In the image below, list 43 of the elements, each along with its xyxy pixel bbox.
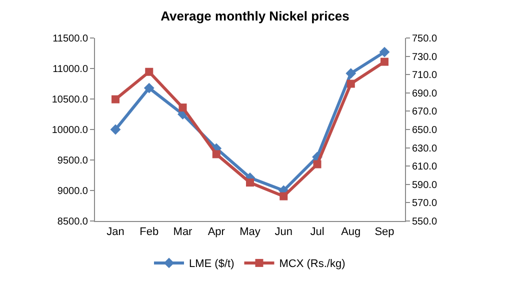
y2-tick-label: 690.0: [412, 88, 438, 100]
x-tick-label: Jun: [274, 226, 293, 238]
y2-tick-label: 650.0: [412, 125, 438, 136]
point: [112, 95, 120, 104]
y-tick-label: 9000.0: [57, 186, 88, 197]
y2-tick-label: 570.0: [412, 198, 438, 210]
y2-tick-label: 610.0: [412, 162, 438, 173]
point: [379, 46, 390, 58]
y2-tick-label: 730.0: [412, 52, 438, 63]
y-tick-label: 10500.0: [52, 94, 88, 106]
y2-tick-label: 590.0: [412, 180, 438, 191]
y-tick-label: 11500.0: [52, 34, 88, 44]
x-tick-label: Mar: [173, 226, 193, 238]
point: [145, 68, 154, 76]
x-tick-label: Apr: [208, 226, 226, 238]
point: [110, 124, 121, 135]
y-tick-label: 10000.0: [52, 125, 88, 136]
legend-label: MCX (Rs./kg): [279, 258, 346, 270]
y-tick-label: 11000.0: [52, 64, 88, 75]
x-tick-label: Jan: [106, 226, 124, 238]
point: [212, 150, 220, 158]
y2-tick-label: 750.0: [412, 34, 438, 44]
point: [346, 68, 356, 79]
point: [144, 82, 154, 94]
x-tick-label: Feb: [140, 226, 159, 238]
x-tick-label: Jul: [310, 226, 324, 238]
y2-tick-label: 550.0: [412, 216, 438, 228]
point: [246, 178, 254, 187]
point: [346, 80, 355, 88]
chart-title: Average monthly Nickel prices: [160, 8, 350, 24]
x-tick-label: Aug: [341, 226, 361, 238]
point: [280, 192, 288, 200]
y2-tick-label: 670.0: [412, 106, 438, 118]
point: [178, 104, 187, 112]
x-tick-label: May: [240, 226, 261, 238]
y2-tick-label: 630.0: [412, 143, 438, 154]
legend-label: LME ($/t): [189, 258, 234, 270]
x-tick-label: Sep: [374, 226, 394, 238]
point: [313, 160, 322, 168]
point: [380, 58, 388, 66]
y-tick-label: 8500.0: [57, 216, 88, 228]
y-tick-label: 9500.0: [57, 156, 88, 166]
y2-tick-label: 710.0: [412, 70, 438, 82]
